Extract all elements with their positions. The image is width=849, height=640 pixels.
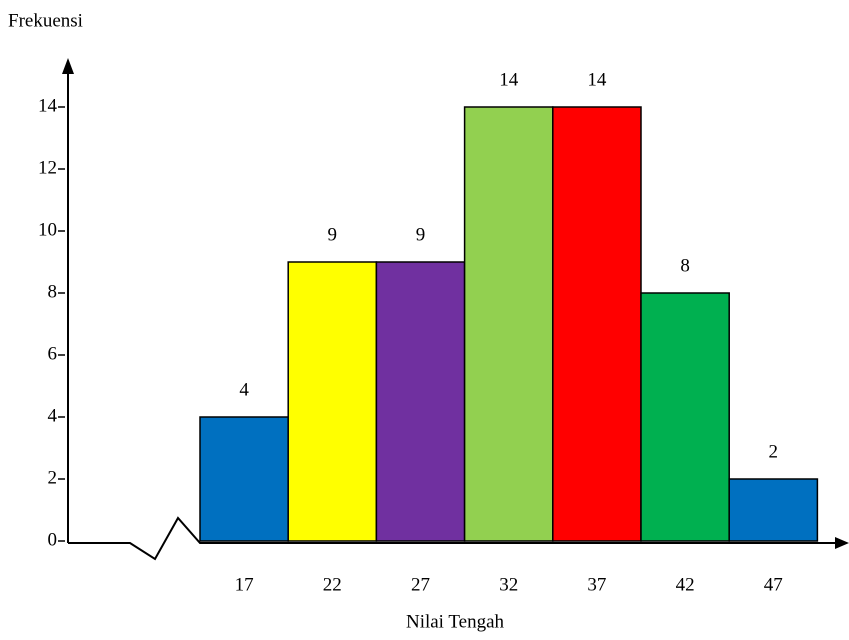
bar xyxy=(287,261,378,542)
bar xyxy=(199,416,289,542)
y-tick-label: 0 xyxy=(48,529,58,550)
bar xyxy=(375,261,466,542)
value-label: 9 xyxy=(416,224,426,245)
bar xyxy=(552,106,642,542)
y-tick-label: 4 xyxy=(48,405,58,426)
x-axis-arrow xyxy=(835,537,849,549)
y-tick-label: 6 xyxy=(48,343,58,364)
x-tick-label: 27 xyxy=(411,574,430,595)
bar xyxy=(463,106,554,542)
x-tick-label: 37 xyxy=(587,574,606,595)
bar xyxy=(640,292,730,542)
value-label: 9 xyxy=(328,224,338,245)
y-tick-label: 14 xyxy=(38,95,58,116)
value-label: 14 xyxy=(499,69,519,90)
x-tick-label: 42 xyxy=(676,574,695,595)
value-label: 14 xyxy=(587,69,607,90)
x-tick-label: 22 xyxy=(323,574,342,595)
x-tick-label: 32 xyxy=(499,574,518,595)
value-label: 8 xyxy=(680,255,690,276)
y-axis-arrow xyxy=(62,58,74,74)
y-tick-label: 12 xyxy=(38,157,57,178)
x-axis-label: Nilai Tengah xyxy=(406,611,505,632)
bar xyxy=(728,478,819,542)
x-tick-label: 17 xyxy=(235,574,254,595)
y-tick-label: 2 xyxy=(48,467,58,488)
value-label: 4 xyxy=(239,379,249,400)
value-label: 2 xyxy=(769,441,779,462)
y-tick-label: 8 xyxy=(48,281,58,302)
x-axis xyxy=(68,516,838,561)
y-axis-label: Frekuensi xyxy=(8,10,83,31)
y-tick-label: 10 xyxy=(38,219,57,240)
x-tick-label: 47 xyxy=(764,574,783,595)
